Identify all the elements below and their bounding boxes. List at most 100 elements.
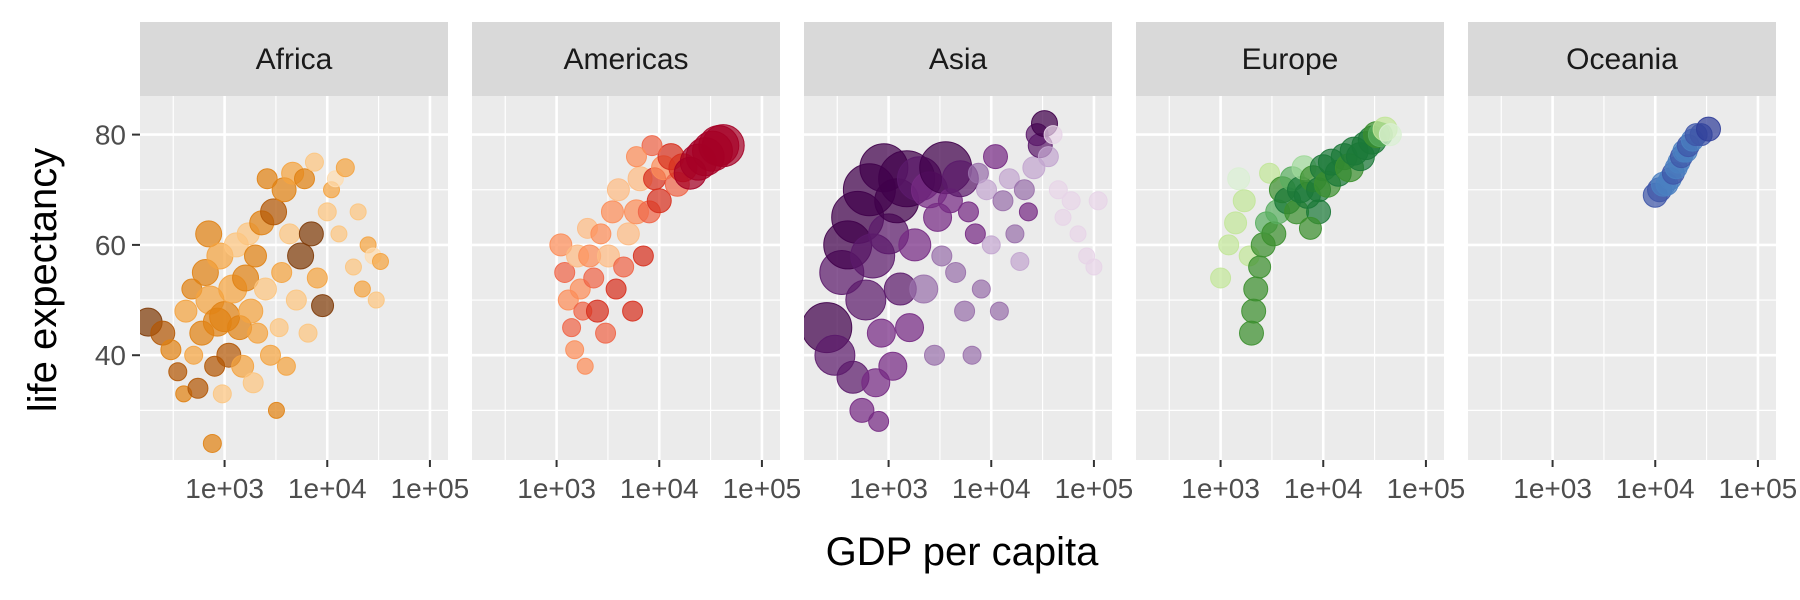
x-tick-label: 1e+05 xyxy=(1387,473,1466,504)
data-point xyxy=(898,228,932,262)
x-tick-label: 1e+05 xyxy=(1055,473,1134,504)
data-point xyxy=(613,256,635,278)
data-point xyxy=(895,313,925,343)
data-point xyxy=(256,168,278,190)
data-point xyxy=(1259,162,1281,184)
facet-panel xyxy=(1468,96,1776,460)
facet-points xyxy=(1210,116,1402,346)
data-point xyxy=(330,225,348,243)
data-point xyxy=(311,294,335,318)
data-point xyxy=(989,301,1009,321)
data-point xyxy=(335,158,355,178)
x-tick-label: 1e+04 xyxy=(1284,473,1363,504)
data-point xyxy=(625,146,647,168)
data-point xyxy=(1243,276,1269,302)
data-point xyxy=(317,202,337,222)
data-point xyxy=(954,300,976,322)
data-point xyxy=(1054,208,1072,226)
data-point xyxy=(632,245,654,267)
facet-strip xyxy=(1468,22,1776,96)
x-tick-label: 1e+05 xyxy=(1719,473,1798,504)
data-point xyxy=(1018,202,1038,222)
facet-strip-label: Asia xyxy=(929,43,988,76)
data-point xyxy=(957,201,979,223)
data-point xyxy=(962,345,982,365)
y-tick-label: 80 xyxy=(95,120,126,151)
data-point xyxy=(701,124,745,168)
data-point xyxy=(1224,211,1248,235)
data-point xyxy=(260,198,288,226)
x-tick-label: 1e+03 xyxy=(185,473,264,504)
data-point xyxy=(923,344,945,366)
facet-strip xyxy=(1136,22,1444,96)
facet-points xyxy=(804,110,1108,432)
x-tick-label: 1e+04 xyxy=(952,473,1031,504)
data-point xyxy=(1005,224,1025,244)
data-point xyxy=(276,356,296,376)
data-point xyxy=(353,280,371,298)
data-point xyxy=(576,357,594,375)
data-point xyxy=(174,299,198,323)
data-point xyxy=(622,300,644,322)
data-point xyxy=(583,267,605,289)
facet-asia: Asia 1e+03 1e+04 1e+05 xyxy=(804,22,1134,504)
data-point xyxy=(298,221,324,247)
data-point xyxy=(945,261,967,283)
data-point xyxy=(1248,255,1272,279)
x-tick-label: 1e+05 xyxy=(723,473,802,504)
data-point xyxy=(1261,221,1287,247)
data-point xyxy=(1048,180,1068,200)
data-point xyxy=(1378,123,1402,147)
y-tick-label: 60 xyxy=(95,230,126,261)
x-tick-label: 1e+03 xyxy=(1513,473,1592,504)
x-tick-label: 1e+03 xyxy=(517,473,596,504)
x-tick-label: 1e+05 xyxy=(391,473,470,504)
grid-lines xyxy=(1468,96,1776,460)
data-point xyxy=(596,244,620,268)
x-tick-label: 1e+04 xyxy=(1616,473,1695,504)
data-point xyxy=(976,179,998,201)
data-point xyxy=(160,339,182,361)
x-tick-label: 1e+04 xyxy=(288,473,367,504)
data-point xyxy=(1227,167,1251,191)
data-point xyxy=(1298,216,1322,240)
facet-panel xyxy=(1136,96,1444,460)
data-point xyxy=(367,291,385,309)
facet-strip-label: Americas xyxy=(563,43,688,76)
data-point xyxy=(184,345,204,365)
x-axis-title: GDP per capita xyxy=(826,530,1099,574)
facet-panel xyxy=(140,96,448,460)
data-point xyxy=(287,242,315,270)
data-point xyxy=(195,220,223,248)
facet-points xyxy=(549,124,745,375)
data-point xyxy=(616,222,640,246)
data-point xyxy=(909,274,939,304)
facet-strip xyxy=(472,22,780,96)
data-point xyxy=(1085,258,1103,276)
data-point xyxy=(247,322,269,344)
data-point xyxy=(168,362,188,382)
data-point xyxy=(298,323,318,343)
data-point xyxy=(285,289,307,311)
data-point xyxy=(349,203,367,221)
data-point xyxy=(1010,251,1030,271)
y-axis-title: life expectancy xyxy=(21,148,65,413)
data-point xyxy=(605,278,627,300)
data-point xyxy=(606,178,630,202)
data-point xyxy=(1238,320,1264,346)
data-point xyxy=(849,397,875,423)
data-point xyxy=(1088,191,1108,211)
data-point xyxy=(267,401,285,419)
data-point xyxy=(238,298,264,324)
data-point xyxy=(1037,146,1059,168)
data-point xyxy=(1043,125,1063,145)
data-point xyxy=(269,318,289,338)
data-point xyxy=(641,135,663,157)
data-point xyxy=(554,261,576,283)
facet-africa: Africa 1e+03 1e+04 1e+05 xyxy=(140,22,470,504)
data-point xyxy=(562,318,582,338)
x-tick-label: 1e+03 xyxy=(1181,473,1260,504)
data-point xyxy=(1013,179,1035,201)
